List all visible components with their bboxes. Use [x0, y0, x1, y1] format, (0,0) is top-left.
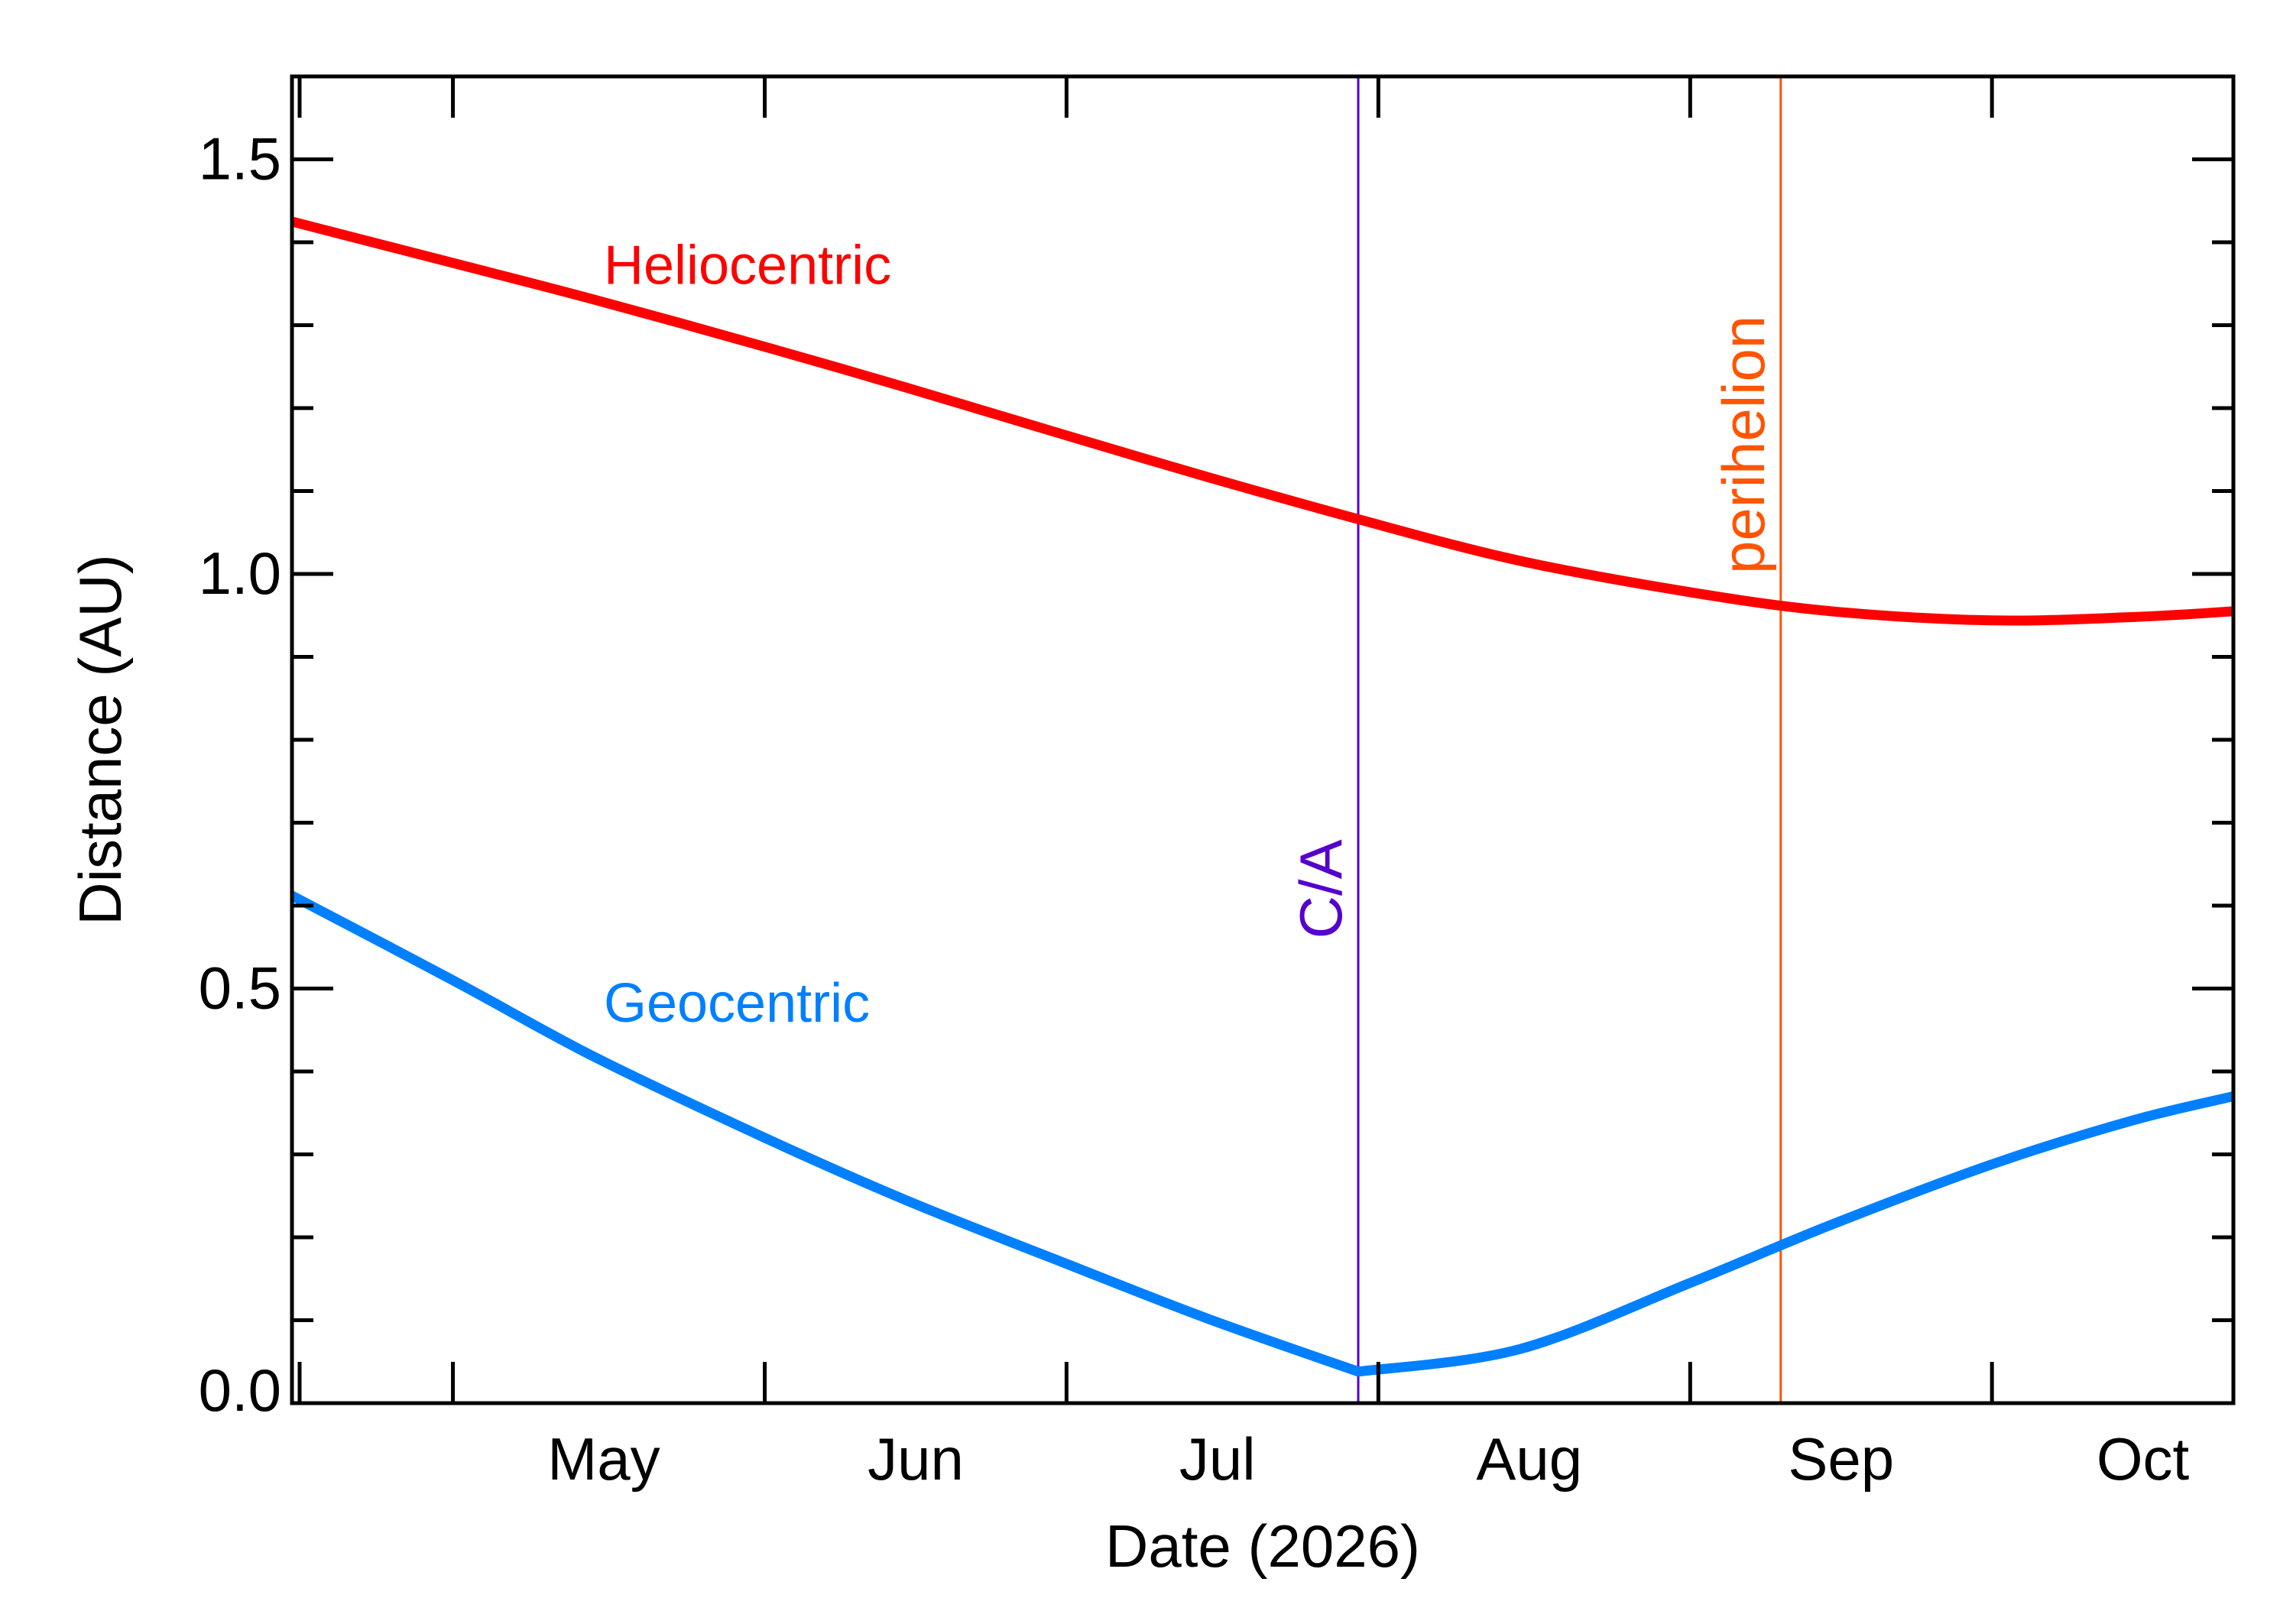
y-tick-label: 1.5 [199, 125, 281, 193]
marker-label: perihelion [1710, 316, 1777, 574]
x-axis-title: Date (2026) [1105, 1512, 1420, 1580]
series-label-heliocentric: Heliocentric [604, 235, 891, 296]
plot-frame [290, 74, 2236, 1405]
ticks-layer: 0.0 0.5 1.0 1.5 May Jun Jul Aug Sep Oct [199, 74, 2233, 1493]
marker-label: C/A [1287, 839, 1354, 938]
series-line-geocentric [292, 890, 2233, 1377]
series-line-heliocentric [292, 216, 2233, 626]
x-tick-label: Sep [1788, 1425, 1894, 1493]
y-axis-title: Distance (AU) [66, 554, 134, 925]
x-tick-label: Jun [868, 1425, 964, 1493]
x-tick-label: Aug [1476, 1425, 1582, 1493]
x-tick-label: Oct [2097, 1425, 2190, 1493]
plot-layer [292, 76, 2233, 1403]
x-tick-label: Jul [1179, 1425, 1256, 1493]
x-tick-label: May [547, 1425, 660, 1493]
y-tick-label: 0.0 [199, 1357, 281, 1424]
series-label-geocentric: Geocentric [604, 973, 870, 1034]
y-tick-label: 1.0 [199, 540, 281, 607]
y-tick-label: 0.5 [199, 955, 281, 1022]
